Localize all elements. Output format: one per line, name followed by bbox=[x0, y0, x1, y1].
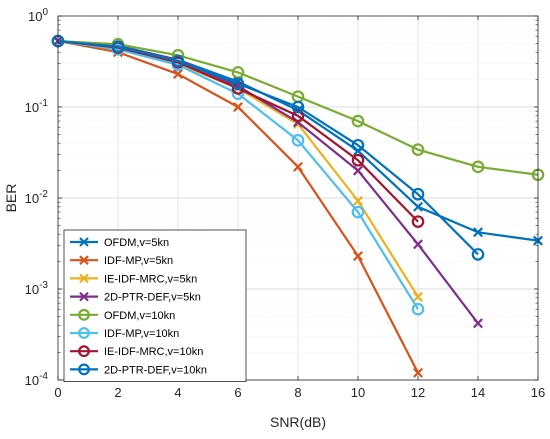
data-point bbox=[411, 143, 425, 156]
x-axis-label: SNR(dB) bbox=[270, 414, 326, 430]
data-point bbox=[291, 109, 305, 123]
data-point bbox=[413, 201, 423, 212]
legend-marker bbox=[79, 291, 89, 302]
legend-marker bbox=[79, 255, 89, 265]
data-point bbox=[413, 291, 423, 302]
data-point bbox=[111, 40, 125, 53]
legend-item: IDF-MP,v=10kn bbox=[70, 327, 179, 340]
data-point bbox=[171, 54, 185, 68]
y-tick-label: 10-2 bbox=[25, 189, 49, 206]
data-point bbox=[351, 114, 365, 128]
data-point bbox=[291, 100, 305, 114]
data-point bbox=[413, 239, 423, 250]
series-line bbox=[57, 39, 479, 256]
data-point bbox=[471, 160, 485, 174]
x-tick-label: 16 bbox=[531, 385, 545, 400]
data-point bbox=[411, 302, 425, 316]
legend-label: 2D-PTR-DEF,v=5kn bbox=[104, 292, 201, 304]
y-axis-label: BER bbox=[3, 184, 19, 213]
legend-marker bbox=[78, 308, 90, 321]
x-tick-label: 12 bbox=[411, 385, 425, 400]
data-point bbox=[233, 102, 243, 112]
legend: OFDM,v=5kn IDF-MP,v=5kn IE-IDF-MRC,v=5kn 2D… bbox=[63, 229, 247, 383]
legend-item: IE-IDF-MRC,v=10kn bbox=[70, 345, 203, 358]
legend-label: 2D-PTR-DEF,v=10kn bbox=[104, 364, 207, 376]
legend-label: OFDM,v=5kn bbox=[104, 237, 169, 249]
x-tick-label: 10 bbox=[351, 385, 365, 400]
legend-marker bbox=[79, 237, 89, 247]
legend-marker bbox=[78, 345, 90, 358]
y-tick-label: 10-3 bbox=[25, 280, 49, 297]
data-point bbox=[173, 69, 183, 80]
legend-item: 2D-PTR-DEF,v=5kn bbox=[70, 292, 201, 304]
legend-item: IE-IDF-MRC,v=5kn bbox=[70, 273, 197, 285]
y-tick-label: 10-1 bbox=[25, 98, 49, 115]
data-point bbox=[291, 134, 305, 147]
legend-label: IE-IDF-MRC,v=5kn bbox=[104, 273, 197, 285]
legend-label: IDF-MP,v=5kn bbox=[104, 255, 173, 267]
legend-item: 2D-PTR-DEF,v=10kn bbox=[70, 363, 207, 376]
series-layer bbox=[51, 34, 545, 378]
y-tick-label: 10-4 bbox=[25, 371, 49, 388]
data-point bbox=[293, 161, 303, 172]
data-point bbox=[473, 227, 483, 238]
data-point bbox=[351, 138, 365, 152]
legend-marker bbox=[78, 327, 90, 339]
legend-box bbox=[63, 229, 247, 383]
data-point bbox=[473, 318, 483, 329]
x-tick-label: 4 bbox=[174, 385, 181, 400]
axis-ticks: 0 2 4 6 8 10 12 14 16 10-4 10-3 10-2 10-1 100 bbox=[25, 7, 546, 400]
data-point bbox=[353, 251, 363, 262]
data-point bbox=[413, 367, 423, 378]
data-point bbox=[411, 215, 425, 228]
legend-item: OFDM,v=10kn bbox=[70, 308, 175, 322]
series-line bbox=[57, 39, 539, 176]
legend-label: IDF-MP,v=10kn bbox=[104, 328, 179, 340]
x-tick-label: 14 bbox=[471, 385, 485, 400]
x-tick-label: 0 bbox=[54, 385, 61, 400]
data-point bbox=[353, 165, 363, 176]
x-tick-label: 2 bbox=[114, 385, 121, 400]
data-point bbox=[353, 195, 363, 206]
legend-item: OFDM,v=5kn bbox=[70, 237, 169, 249]
legend-marker bbox=[78, 363, 90, 376]
legend-label: OFDM,v=10kn bbox=[104, 310, 175, 322]
legend-label: IE-IDF-MRC,v=10kn bbox=[104, 346, 203, 358]
data-point bbox=[231, 77, 245, 91]
data-point bbox=[411, 187, 425, 201]
data-point bbox=[351, 153, 365, 167]
legend-item: IDF-MP,v=5kn bbox=[70, 255, 173, 267]
data-point bbox=[351, 205, 365, 219]
x-tick-label: 8 bbox=[294, 385, 301, 400]
data-point bbox=[471, 248, 485, 261]
legend-marker bbox=[79, 273, 89, 284]
x-tick-label: 6 bbox=[234, 385, 241, 400]
y-tick-label: 100 bbox=[28, 7, 48, 24]
